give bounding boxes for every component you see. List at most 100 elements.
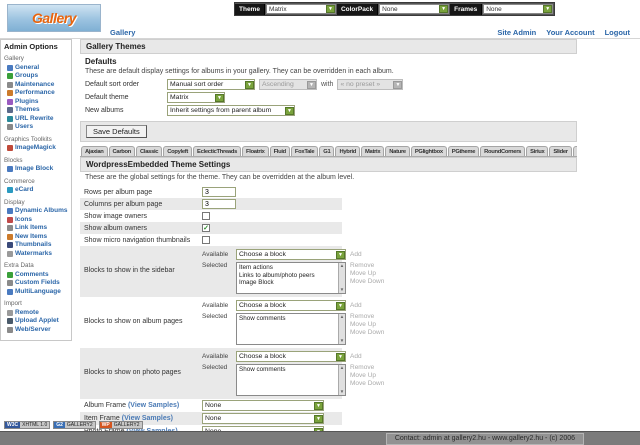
cols-per-page-input[interactable] xyxy=(202,199,236,209)
dropdown-arrow-icon[interactable]: ▼ xyxy=(325,5,335,13)
w3c-xhtml-badge[interactable]: W3C XHTML 1.0 xyxy=(4,421,51,429)
sidebar-entry[interactable]: Remote xyxy=(4,309,69,318)
block-action-button[interactable]: Remove xyxy=(350,364,375,371)
save-defaults-button[interactable]: Save Defaults xyxy=(86,125,147,138)
sidebar-entry[interactable]: Performance xyxy=(4,89,69,98)
selected-blocks-listbox[interactable]: Show comments ▲ ▼ xyxy=(236,313,346,345)
sidebar-entry[interactable]: Users xyxy=(4,123,69,132)
account-link[interactable]: Site Admin xyxy=(497,28,537,37)
theme-tab[interactable]: FoxTale xyxy=(290,146,319,156)
wp-gallery2-badge[interactable]: WP GALLERY2 xyxy=(98,421,143,429)
block-action-button[interactable]: Remove xyxy=(350,313,375,320)
theme-tab[interactable]: Nature xyxy=(385,146,410,156)
scroll-down-icon[interactable]: ▼ xyxy=(339,338,345,343)
item-frame-view-samples-link[interactable]: (View Samples) xyxy=(121,415,173,422)
block-action-button[interactable]: Move Down xyxy=(350,329,385,336)
album-frame-select[interactable]: None ▼ xyxy=(202,400,324,411)
theme-select[interactable]: Matrix ▼ xyxy=(265,4,336,14)
dropdown-arrow-icon[interactable]: ▼ xyxy=(314,414,323,423)
scroll-up-icon[interactable]: ▲ xyxy=(339,263,345,268)
sidebar-entry[interactable]: Plugins xyxy=(4,98,69,107)
sidebar-entry[interactable]: New Items xyxy=(4,233,69,242)
block-action-button[interactable]: Move Up xyxy=(350,321,377,328)
theme-tab[interactable]: Ajaxian xyxy=(81,146,108,156)
theme-tab[interactable]: Carbon xyxy=(108,146,136,156)
sidebar-entry[interactable]: URL Rewrite xyxy=(4,115,69,124)
dropdown-arrow-icon[interactable]: ▼ xyxy=(215,93,224,102)
listbox-scrollbar[interactable]: ▲ ▼ xyxy=(338,263,345,293)
sidebar-entry[interactable]: Comments xyxy=(4,271,69,280)
listbox-option[interactable]: Links to album/photo peers xyxy=(239,271,315,279)
listbox-scrollbar[interactable]: ▲ ▼ xyxy=(338,365,345,395)
add-block-button[interactable]: Add xyxy=(350,353,362,360)
gallery-home-link[interactable]: Gallery xyxy=(110,28,136,37)
show-image-owners-checkbox[interactable] xyxy=(202,212,210,220)
dropdown-arrow-icon[interactable]: ▼ xyxy=(285,106,294,115)
listbox-option[interactable]: Image Block xyxy=(239,279,274,286)
choose-block-select[interactable]: Choose a block ▼ xyxy=(236,351,346,362)
sidebar-entry[interactable]: Image Block xyxy=(4,165,69,174)
theme-tab[interactable]: Hybrid xyxy=(335,146,360,156)
rows-per-page-input[interactable] xyxy=(202,187,236,197)
theme-tab[interactable]: Fluid xyxy=(269,146,290,156)
dropdown-arrow-icon[interactable]: ▼ xyxy=(543,5,553,13)
theme-tab[interactable]: Floatrix xyxy=(242,146,269,156)
sort-preset-select[interactable]: « no preset » ▼ xyxy=(337,79,404,90)
dropdown-arrow-icon[interactable]: ▼ xyxy=(439,5,449,13)
choose-block-select[interactable]: Choose a block ▼ xyxy=(236,249,346,260)
dropdown-arrow-icon[interactable]: ▼ xyxy=(336,301,345,310)
colorpack-select[interactable]: None ▼ xyxy=(379,4,450,14)
theme-tab[interactable]: Copyleft xyxy=(163,146,193,156)
add-block-button[interactable]: Add xyxy=(350,251,362,258)
sidebar-entry[interactable]: Maintenance xyxy=(4,81,69,90)
sidebar-entry[interactable]: Thumbnails xyxy=(4,241,69,250)
dropdown-arrow-icon[interactable]: ▼ xyxy=(314,401,323,410)
dropdown-arrow-icon[interactable]: ▼ xyxy=(245,80,254,89)
block-action-button[interactable]: Move Down xyxy=(350,380,385,387)
choose-block-select[interactable]: Choose a block ▼ xyxy=(236,300,346,311)
add-block-button[interactable]: Add xyxy=(350,302,362,309)
account-link[interactable]: Your Account xyxy=(546,28,595,37)
theme-tab[interactable]: Siriux xyxy=(526,146,549,156)
selected-blocks-listbox[interactable]: Show comments ▲ ▼ xyxy=(236,364,346,396)
listbox-option[interactable]: Show comments xyxy=(239,366,286,373)
listbox-scrollbar[interactable]: ▲ ▼ xyxy=(338,314,345,344)
sort-direction-select[interactable]: Ascending ▼ xyxy=(259,79,317,90)
item-frame-select[interactable]: None ▼ xyxy=(202,413,324,424)
theme-tab[interactable]: SplashBang xyxy=(572,146,577,156)
listbox-option[interactable]: Show comments xyxy=(239,315,286,322)
scroll-up-icon[interactable]: ▲ xyxy=(339,365,345,370)
dropdown-arrow-icon[interactable]: ▼ xyxy=(336,352,345,361)
scroll-down-icon[interactable]: ▼ xyxy=(339,389,345,394)
block-action-button[interactable]: Remove xyxy=(350,262,375,269)
theme-tab[interactable]: Slider xyxy=(549,146,572,156)
block-action-button[interactable]: Move Down xyxy=(350,278,385,285)
default-theme-select[interactable]: Matrix ▼ xyxy=(167,92,225,103)
sidebar-entry[interactable]: MultiLanguage xyxy=(4,288,69,297)
account-link[interactable]: Logout xyxy=(604,28,630,37)
scroll-up-icon[interactable]: ▲ xyxy=(339,314,345,319)
theme-tab[interactable]: G1 xyxy=(319,146,335,156)
frames-select[interactable]: None ▼ xyxy=(483,4,554,14)
sidebar-entry[interactable]: Watermarks xyxy=(4,250,69,259)
gallery-logo[interactable]: Gallery xyxy=(7,4,101,32)
sort-order-select[interactable]: Manual sort order ▼ xyxy=(167,79,255,90)
sidebar-entry[interactable]: Web/Server xyxy=(4,326,69,335)
sidebar-entry[interactable]: eCard xyxy=(4,186,69,195)
sidebar-entry[interactable]: Upload Applet xyxy=(4,317,69,326)
listbox-option[interactable]: Item actions xyxy=(239,264,273,271)
block-action-button[interactable]: Move Up xyxy=(350,270,377,277)
theme-tab[interactable]: RoundCorners xyxy=(480,146,526,156)
sidebar-entry[interactable]: ImageMagick xyxy=(4,144,69,153)
gallery2-badge[interactable]: G2 GALLERY2 xyxy=(53,421,96,429)
theme-tab[interactable]: Matrix xyxy=(361,146,385,156)
block-action-button[interactable]: Move Up xyxy=(350,372,377,379)
show-album-owners-checkbox[interactable]: ✓ xyxy=(202,224,210,232)
theme-tab[interactable]: PGlightbox xyxy=(410,146,447,156)
show-micro-nav-checkbox[interactable] xyxy=(202,236,210,244)
sidebar-entry[interactable]: Groups xyxy=(4,72,69,81)
selected-blocks-listbox[interactable]: Item actions Links to album/photo peers Im… xyxy=(236,262,346,294)
sidebar-entry[interactable]: Custom Fields xyxy=(4,279,69,288)
theme-tab[interactable]: PGtheme xyxy=(447,146,480,156)
theme-tab[interactable]: Classic xyxy=(136,146,163,156)
